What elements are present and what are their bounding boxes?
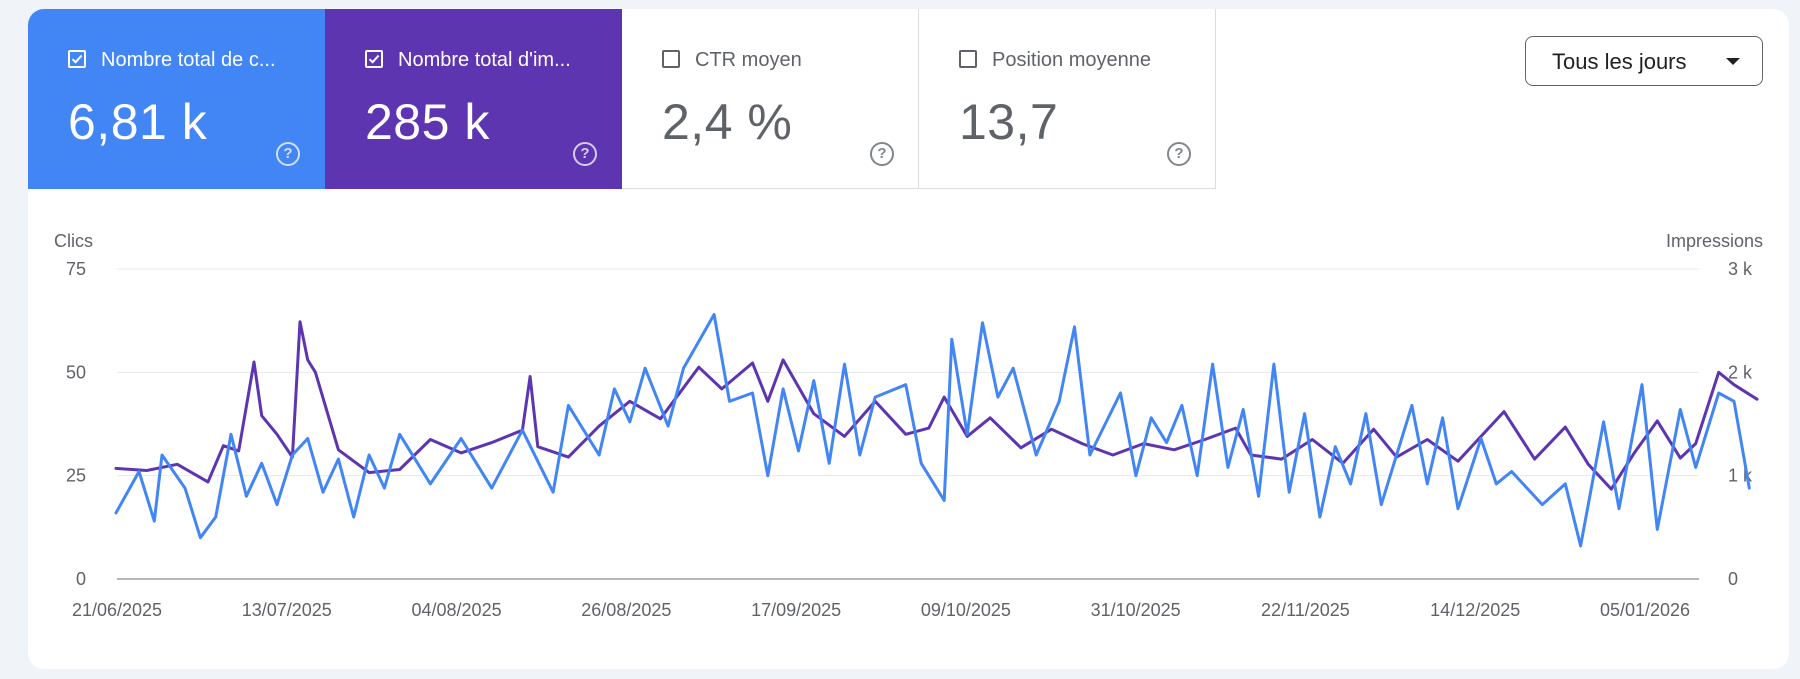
- x-axis-tick-label: 05/01/2026: [1600, 600, 1690, 620]
- chart-series: [114, 313, 1759, 548]
- help-icon[interactable]: ?: [573, 142, 597, 166]
- metric-value: 285 k: [365, 94, 490, 150]
- x-axis-tick-label: 21/06/2025: [72, 600, 162, 620]
- metric-average-ctr[interactable]: CTR moyen 2,4 % ?: [622, 9, 919, 189]
- right-axis-tick-label: 0: [1728, 569, 1738, 589]
- left-axis-tick-label: 50: [66, 362, 86, 382]
- metric-total-impressions[interactable]: Nombre total d'im... 285 k ?: [325, 9, 622, 189]
- x-axis-tick-label: 13/07/2025: [242, 600, 332, 620]
- series-line-impressions: [114, 320, 1759, 491]
- metric-value: 6,81 k: [68, 94, 208, 150]
- metric-tabs: Nombre total de c... 6,81 k ? Nombre tot…: [28, 9, 1216, 189]
- performance-chart: Clics Impressions 0 025 1 k50 2 k75 3 k21/06…: [54, 231, 1763, 620]
- right-axis-tick-label: 2 k: [1728, 362, 1753, 382]
- checkbox-unchecked-icon[interactable]: [662, 50, 680, 68]
- grid-lines: [117, 268, 1699, 580]
- help-icon[interactable]: ?: [1167, 142, 1191, 166]
- x-axis-tick-label: 26/08/2025: [581, 600, 671, 620]
- left-axis-title: Clics: [54, 231, 93, 251]
- x-axis-tick-label: 31/10/2025: [1091, 600, 1181, 620]
- help-icon[interactable]: ?: [276, 142, 300, 166]
- axis-ticks: 0 025 1 k50 2 k75 3 k21/06/2025 13/07/2025 04/…: [66, 259, 1753, 620]
- x-axis-tick-label: 14/12/2025: [1430, 600, 1520, 620]
- metric-average-position[interactable]: Position moyenne 13,7 ?: [919, 9, 1216, 189]
- right-axis-title: Impressions: [1666, 231, 1763, 251]
- right-axis-tick-label: 3 k: [1728, 259, 1753, 279]
- x-axis-tick-label: 17/09/2025: [751, 600, 841, 620]
- left-axis-tick-label: 75: [66, 259, 86, 279]
- checkbox-checked-icon[interactable]: [68, 50, 86, 68]
- period-dropdown[interactable]: Tous les jours: [1525, 36, 1763, 86]
- period-dropdown-label: Tous les jours: [1552, 49, 1687, 74]
- checkbox-checked-icon[interactable]: [365, 50, 383, 68]
- checkbox-unchecked-icon[interactable]: [959, 50, 977, 68]
- caret-down-icon: [1726, 58, 1740, 65]
- metric-value: 2,4 %: [662, 94, 793, 150]
- left-axis-tick-label: 25: [66, 466, 86, 486]
- series-line-clics: [114, 313, 1751, 548]
- metric-value: 13,7: [959, 94, 1059, 150]
- performance-card: Nombre total de c... 6,81 k ? Nombre tot…: [28, 9, 1789, 669]
- left-axis-tick-label: 0: [76, 569, 86, 589]
- x-axis-tick-label: 22/11/2025: [1261, 600, 1350, 620]
- help-icon[interactable]: ?: [870, 142, 894, 166]
- x-axis-tick-label: 09/10/2025: [921, 600, 1011, 620]
- metric-total-clicks[interactable]: Nombre total de c... 6,81 k ?: [28, 9, 325, 189]
- x-axis-tick-label: 04/08/2025: [412, 600, 502, 620]
